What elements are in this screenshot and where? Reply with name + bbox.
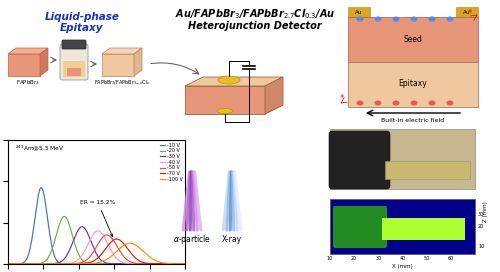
Ellipse shape — [392, 17, 400, 21]
Text: ER = 15.2%: ER = 15.2% — [80, 200, 116, 237]
Ellipse shape — [217, 109, 233, 113]
Text: FAPbBr$_3$: FAPbBr$_3$ — [16, 78, 40, 87]
FancyBboxPatch shape — [382, 218, 465, 240]
FancyBboxPatch shape — [456, 7, 478, 17]
FancyBboxPatch shape — [348, 17, 478, 62]
Ellipse shape — [446, 100, 454, 106]
Text: Seed: Seed — [404, 35, 422, 44]
Text: Epitaxy: Epitaxy — [60, 23, 104, 33]
FancyBboxPatch shape — [330, 129, 475, 189]
Ellipse shape — [446, 17, 454, 21]
Text: 30: 30 — [375, 256, 382, 261]
Polygon shape — [102, 54, 134, 76]
Ellipse shape — [356, 17, 364, 21]
Text: *: * — [468, 9, 472, 18]
Text: 10: 10 — [327, 256, 333, 261]
Polygon shape — [102, 48, 142, 54]
FancyBboxPatch shape — [60, 44, 88, 80]
Ellipse shape — [428, 17, 436, 21]
Ellipse shape — [374, 17, 382, 21]
Ellipse shape — [356, 100, 364, 106]
Legend: -10 V, -20 V, -30 V, -40 V, -50 V, -70 V, -100 V: -10 V, -20 V, -30 V, -40 V, -50 V, -70 V… — [160, 143, 182, 182]
FancyBboxPatch shape — [63, 61, 85, 77]
Text: X (mm): X (mm) — [392, 264, 412, 269]
Polygon shape — [67, 68, 81, 76]
FancyBboxPatch shape — [348, 7, 370, 17]
Polygon shape — [134, 48, 142, 76]
Text: 60: 60 — [448, 256, 454, 261]
Polygon shape — [40, 48, 48, 76]
Text: 30: 30 — [478, 212, 484, 218]
Text: *: * — [340, 94, 344, 103]
Ellipse shape — [428, 100, 436, 106]
Text: 20: 20 — [478, 224, 484, 230]
FancyBboxPatch shape — [385, 161, 470, 179]
Text: 10: 10 — [478, 243, 484, 249]
Ellipse shape — [410, 17, 418, 21]
FancyBboxPatch shape — [330, 199, 475, 254]
Polygon shape — [185, 77, 283, 86]
Text: Liquid-phase: Liquid-phase — [44, 12, 120, 22]
Polygon shape — [185, 105, 283, 114]
Text: Au: Au — [356, 10, 362, 14]
Ellipse shape — [392, 100, 400, 106]
Text: $\alpha$-particle: $\alpha$-particle — [173, 233, 211, 246]
FancyBboxPatch shape — [333, 206, 387, 248]
Text: Epitaxy: Epitaxy — [398, 79, 428, 88]
Text: Built-in electric field: Built-in electric field — [382, 119, 444, 123]
Text: X-ray: X-ray — [222, 236, 242, 245]
Text: 50: 50 — [424, 256, 430, 261]
Polygon shape — [185, 86, 265, 114]
Text: $^{241}$Am@5.5 MeV: $^{241}$Am@5.5 MeV — [14, 144, 64, 153]
Polygon shape — [8, 48, 48, 54]
FancyBboxPatch shape — [348, 62, 478, 107]
Polygon shape — [265, 77, 283, 114]
Polygon shape — [8, 54, 40, 76]
Text: Au: Au — [464, 10, 470, 14]
FancyBboxPatch shape — [62, 40, 86, 49]
Text: Heterojunction Detector: Heterojunction Detector — [188, 21, 322, 31]
Text: Au/FAPbBr$_3$/FAPbBr$_{2.7}$Cl$_{0.3}$/Au: Au/FAPbBr$_3$/FAPbBr$_{2.7}$Cl$_{0.3}$/A… — [175, 7, 335, 21]
Text: FAPbBr$_3$/FAPbBr$_{3-x}$Cl$_x$: FAPbBr$_3$/FAPbBr$_{3-x}$Cl$_x$ — [94, 78, 150, 87]
Text: Z (mm): Z (mm) — [483, 202, 488, 222]
Ellipse shape — [218, 76, 240, 84]
FancyBboxPatch shape — [329, 131, 390, 189]
Text: 20: 20 — [351, 256, 358, 261]
Text: 40: 40 — [400, 256, 406, 261]
Ellipse shape — [410, 100, 418, 106]
Ellipse shape — [374, 100, 382, 106]
